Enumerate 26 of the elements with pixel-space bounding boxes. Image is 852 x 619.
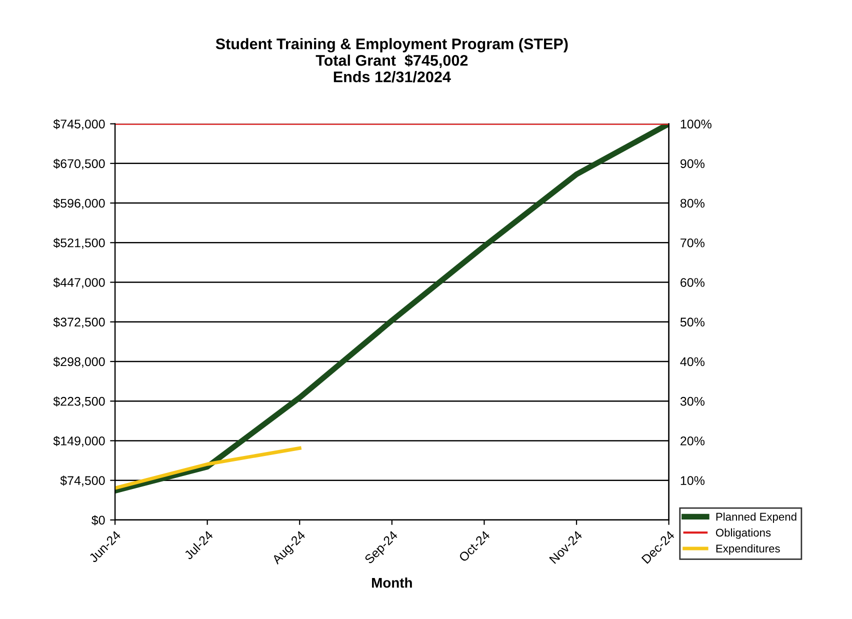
y-tick-label: $447,000 [53,278,105,288]
y-tick-label: $74,500 [60,476,105,486]
y-tick-label: $596,000 [53,198,105,210]
y2-tick-label: 90% [680,159,705,168]
y2-tick-label: 80% [680,198,705,208]
y2-tick-label: 20% [680,436,705,446]
legend-label: Obligations [716,528,771,539]
y2-tick-label: 40% [680,357,705,366]
y-tick-label: $670,500 [53,158,105,170]
y-tick-label: $521,500 [53,238,105,249]
x-axis-title: Month [372,578,412,588]
y-tick-label: $0 [92,515,105,526]
y2-tick-label: 60% [680,278,705,287]
y2-tick-label: 30% [680,396,705,406]
y-tick-label: $223,500 [53,396,105,408]
y2-tick-label: 50% [680,318,705,327]
legend-label: Expenditures [716,544,780,555]
legend-label: Planned Expend [716,512,796,523]
y2-tick-label: 70% [680,238,705,248]
y-tick-label: $149,000 [53,436,105,447]
y-tick-label: $298,000 [53,356,105,368]
y2-tick-label: 100% [680,120,712,128]
chart-title: Student Training & Employment Program (STEP) Total Grant $745,002 Ends 12/31/2024 [216,38,568,82]
y-tick-label: $372,500 [53,317,105,328]
y-tick-label: $745,000 [53,119,105,130]
y2-tick-label: 10% [680,476,705,485]
